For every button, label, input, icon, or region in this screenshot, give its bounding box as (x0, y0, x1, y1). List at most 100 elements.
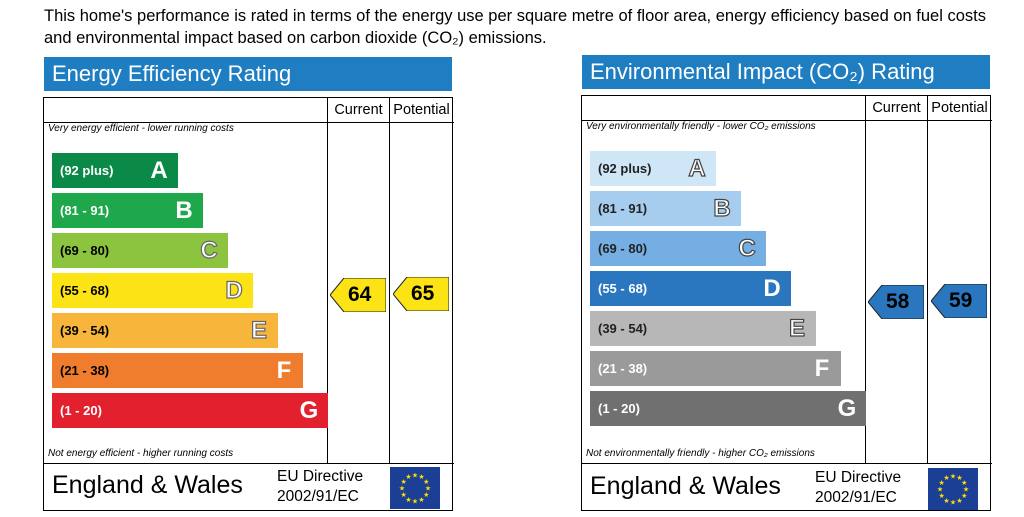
rating-band-b: (81 - 91) B (590, 191, 741, 226)
band-letter: C (738, 234, 757, 262)
svg-text:★: ★ (956, 497, 962, 505)
region-label: England & Wales (52, 471, 243, 499)
directive-line2: 2002/91/EC (277, 488, 359, 505)
current-rating-arrow: 64 (330, 278, 386, 312)
current-column-header: Current (872, 100, 921, 116)
top-note: Very environmentally friendly - lower CO… (586, 121, 816, 132)
band-range-label: (1 - 20) (60, 403, 102, 418)
svg-text:★: ★ (939, 479, 945, 487)
svg-text:★: ★ (412, 498, 418, 506)
svg-text:★: ★ (425, 485, 431, 493)
band-letter: D (225, 276, 244, 304)
arrow-shape (393, 277, 449, 311)
band-range-label: (39 - 54) (60, 323, 110, 338)
energy-rating-chart: Current Potential Very energy efficient … (43, 97, 454, 511)
current-rating-value: 58 (886, 290, 910, 313)
arrow-shape (868, 285, 924, 319)
band-letter: E (250, 316, 267, 344)
rating-band-f: (21 - 38) F (590, 351, 841, 386)
eu-flag-icon: ★ ★ ★ ★ ★ ★ ★ ★ ★ ★ ★ ★ (928, 468, 978, 510)
svg-text:★: ★ (418, 496, 424, 504)
potential-rating-arrow: 65 (393, 277, 449, 311)
band-range-label: (55 - 68) (60, 283, 110, 298)
band-letter: E (788, 314, 805, 342)
band-range-label: (1 - 20) (598, 401, 640, 416)
svg-text:★: ★ (937, 486, 943, 494)
svg-text:★: ★ (950, 499, 956, 507)
band-range-label: (92 plus) (60, 163, 114, 178)
bottom-note: Not environmentally friendly - higher CO… (586, 448, 815, 459)
svg-text:★: ★ (939, 492, 945, 500)
rating-band-a: (92 plus) A (52, 153, 178, 188)
svg-text:★: ★ (401, 478, 407, 486)
potential-rating-arrow: 59 (931, 284, 987, 318)
energy-rating-title: Energy Efficiency Rating (44, 57, 452, 91)
band-letter: B (713, 194, 732, 222)
band-letter: F (814, 355, 830, 382)
arrow-shape (931, 284, 987, 318)
svg-text:★: ★ (963, 486, 969, 494)
band-letter: A (150, 157, 168, 184)
directive-line1: EU Directive (277, 468, 364, 485)
svg-text:★: ★ (401, 491, 407, 499)
directive-line1: EU Directive (815, 469, 902, 486)
svg-text:★: ★ (412, 472, 418, 480)
potential-rating-value: 65 (411, 282, 435, 305)
rating-band-g: (1 - 20) G (590, 391, 866, 426)
svg-text:★: ★ (943, 497, 949, 505)
band-range-label: (69 - 80) (60, 243, 110, 258)
svg-text:★: ★ (961, 479, 967, 487)
svg-text:★: ★ (943, 474, 949, 482)
current-column-header: Current (334, 102, 383, 118)
rating-band-b: (81 - 91) B (52, 193, 203, 228)
band-letter: A (688, 154, 707, 182)
svg-text:★: ★ (950, 473, 956, 481)
svg-text:★: ★ (423, 491, 429, 499)
band-range-label: (69 - 80) (598, 241, 648, 256)
rating-band-g: (1 - 20) G (52, 393, 328, 428)
environmental-rating-chart: Current Potential Very environmentally f… (581, 95, 992, 511)
rating-band-d: (55 - 68) D (52, 273, 253, 308)
band-letter: B (175, 197, 193, 224)
rating-band-d: (55 - 68) D (590, 271, 791, 306)
region-label: England & Wales (590, 472, 781, 500)
svg-text:★: ★ (405, 496, 411, 504)
top-note: Very energy efficient - lower running co… (48, 123, 234, 134)
rating-band-f: (21 - 38) F (52, 353, 303, 388)
rating-band-c: (69 - 80) C (590, 231, 766, 266)
svg-text:★: ★ (956, 474, 962, 482)
eu-stars: ★★★★★★★★★ ★ ★★ (937, 473, 969, 507)
svg-text:★: ★ (399, 485, 405, 493)
rating-band-e: (39 - 54) E (52, 313, 278, 348)
directive-line2: 2002/91/EC (815, 489, 897, 506)
current-rating-arrow: 58 (868, 285, 924, 319)
svg-text:★: ★ (423, 478, 429, 486)
band-range-label: (81 - 91) (60, 203, 110, 218)
band-range-label: (55 - 68) (598, 281, 648, 296)
svg-text:★: ★ (405, 473, 411, 481)
rating-band-a: (92 plus) A (590, 151, 716, 186)
eu-flag-icon: ★ ★ ★ ★ ★ ★ ★ ★ ★ ★ ★ ★ (390, 467, 440, 509)
rating-band-c: (69 - 80) C (52, 233, 228, 268)
band-letter: D (763, 275, 781, 302)
band-letter: G (837, 395, 857, 422)
band-range-label: (39 - 54) (598, 321, 648, 336)
svg-text:★: ★ (961, 492, 967, 500)
current-rating-value: 64 (348, 283, 372, 306)
band-letter: F (276, 357, 292, 384)
band-range-label: (92 plus) (598, 161, 652, 176)
band-letter: G (299, 397, 319, 424)
band-range-label: (21 - 38) (60, 363, 110, 378)
environmental-rating-title: Environmental Impact (CO₂) Rating (582, 55, 990, 89)
band-range-label: (21 - 38) (598, 361, 648, 376)
eu-stars: ★★★★★★★★★ ★ ★★ (399, 472, 431, 506)
band-letter: C (200, 236, 219, 264)
potential-column-header: Potential (393, 102, 450, 118)
bottom-note: Not energy efficient - higher running co… (48, 448, 234, 459)
rating-band-e: (39 - 54) E (590, 311, 816, 346)
potential-rating-value: 59 (949, 289, 973, 312)
intro-text: This home's performance is rated in term… (44, 7, 986, 47)
potential-column-header: Potential (931, 100, 988, 116)
band-range-label: (81 - 91) (598, 201, 648, 216)
arrow-shape (330, 278, 386, 312)
